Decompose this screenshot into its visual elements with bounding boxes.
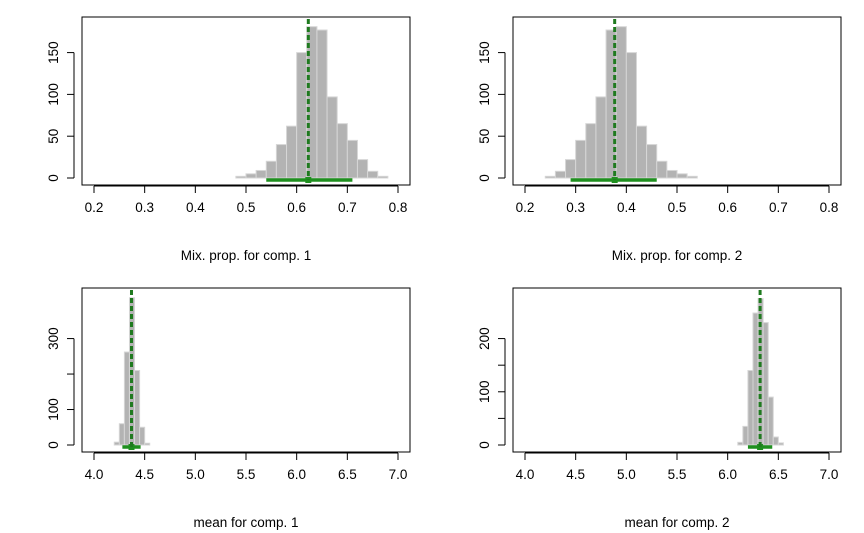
histogram-bar	[255, 169, 267, 179]
plot-frame	[512, 16, 842, 186]
y-tick-label: 300	[46, 327, 61, 350]
histogram-bar	[326, 96, 338, 179]
y-tick-label: 0	[477, 441, 492, 449]
histogram-bar	[635, 125, 648, 179]
x-tick-label: 4.5	[566, 467, 585, 482]
histogram-bar	[575, 139, 587, 179]
y-tick-label: 150	[46, 41, 61, 64]
x-tick-label: 5.5	[668, 467, 687, 482]
x-tick-label: 0.6	[718, 200, 737, 215]
x-tick-label: 0.8	[389, 200, 408, 215]
histogram-bar	[134, 370, 141, 446]
x-tick-label: 0.6	[287, 200, 306, 215]
x-tick-label: 0.8	[820, 200, 839, 215]
x-tick-label: 6.5	[338, 467, 357, 482]
histogram-bar	[286, 125, 298, 179]
x-tick-label: 0.4	[617, 200, 636, 215]
histogram-bar	[356, 159, 369, 179]
x-tick-label: 5.0	[617, 467, 636, 482]
y-tick-label: 100	[477, 381, 492, 404]
y-tick-label: 0	[46, 174, 61, 182]
x-tick-label: 0.7	[338, 200, 357, 215]
histogram-bar	[144, 442, 151, 446]
y-tick-label: 50	[477, 129, 492, 144]
x-axis-title: mean for comp. 2	[624, 515, 729, 530]
x-tick-label: 0.3	[135, 200, 154, 215]
histogram-bar	[747, 370, 754, 446]
histogram-bar	[316, 29, 328, 179]
x-tick-label: 0.2	[516, 200, 535, 215]
histogram-bar	[275, 144, 288, 179]
y-tick-label: 100	[477, 83, 492, 106]
x-tick-label: 6.0	[718, 467, 737, 482]
x-axis-title: Mix. prop. for comp. 2	[612, 248, 743, 263]
x-tick-label: 4.5	[135, 467, 154, 482]
x-tick-label: 0.4	[186, 200, 205, 215]
histogram-bar	[367, 170, 379, 179]
histogram-bar	[656, 160, 668, 179]
x-tick-label: 7.0	[820, 467, 839, 482]
histogram-bar	[235, 175, 247, 179]
histogram-bar	[676, 173, 688, 179]
histogram-bar	[377, 175, 389, 179]
histogram-bar	[777, 442, 784, 446]
x-axis-title: mean for comp. 1	[193, 515, 298, 530]
x-tick-label: 4.0	[85, 467, 104, 482]
y-tick-label: 0	[46, 441, 61, 449]
x-tick-label: 0.2	[85, 200, 104, 215]
y-tick-label: 100	[46, 83, 61, 106]
histogram-bar	[666, 169, 678, 179]
histogram-bar	[595, 96, 607, 179]
histogram-bar	[296, 52, 308, 179]
y-tick-label: 200	[477, 327, 492, 350]
histogram-bar	[123, 351, 130, 446]
x-tick-label: 6.5	[769, 467, 788, 482]
histogram-bar	[118, 423, 125, 446]
histogram-bar	[265, 160, 277, 179]
x-tick-label: 0.5	[668, 200, 687, 215]
histogram-bar	[686, 175, 698, 179]
y-tick-label: 150	[477, 41, 492, 64]
x-tick-label: 6.0	[287, 467, 306, 482]
histogram-panel-3: 4.0 4.5 5.0 5.5 6.0 6.5 7.0 0 100 300 mean for com…	[46, 287, 411, 530]
histogram-bar	[554, 170, 567, 179]
x-tick-label: 0.3	[566, 200, 585, 215]
histogram-bar	[737, 441, 744, 446]
histogram-bar	[767, 396, 774, 446]
histogram-bar	[113, 441, 120, 446]
x-tick-label: 5.0	[186, 467, 205, 482]
histogram-bar	[752, 312, 759, 446]
histogram-bar	[585, 123, 597, 179]
plot-frame	[512, 287, 842, 453]
histogram-bar	[346, 139, 358, 179]
x-axis-title: Mix. prop. for comp. 1	[181, 248, 312, 263]
histogram-bar	[615, 26, 627, 179]
plot-frame	[81, 287, 411, 453]
x-tick-label: 0.5	[237, 200, 256, 215]
plot-frame	[81, 16, 411, 186]
histogram-bar	[646, 144, 658, 179]
y-tick-label: 0	[477, 174, 492, 182]
x-tick-label: 4.0	[516, 467, 535, 482]
histogram-bar	[762, 322, 769, 446]
x-tick-label: 0.7	[769, 200, 788, 215]
histogram-bar	[742, 425, 749, 446]
x-tick-label: 7.0	[389, 467, 408, 482]
histogram-bar	[245, 173, 257, 179]
histogram-panel-4: 4.0 4.5 5.0 5.5 6.0 6.5 7.0 0 100 200 mean for com…	[477, 287, 842, 530]
x-tick-label: 5.5	[237, 467, 256, 482]
histogram-bar	[544, 175, 556, 179]
histogram-panel-1: 0.2 0.3 0.4 0.5 0.6 0.7 0.8 0 50 100 150 Mix. prop.…	[46, 16, 411, 263]
y-tick-label: 50	[46, 129, 61, 144]
histogram-panel-2: 0.2 0.3 0.4 0.5 0.6 0.7 0.8 0 50 100 150 Mix. prop.…	[477, 16, 842, 263]
histogram-bar	[565, 159, 577, 179]
histogram-bar	[772, 436, 779, 446]
histogram-bar	[336, 123, 348, 179]
y-tick-label: 100	[46, 398, 61, 421]
histogram-bar	[139, 426, 146, 446]
histogram-bar	[625, 52, 637, 179]
